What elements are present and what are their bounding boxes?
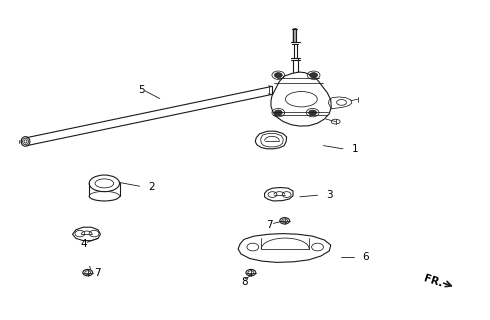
Text: 7: 7: [267, 220, 273, 230]
Text: 7: 7: [94, 268, 101, 278]
Text: 5: 5: [138, 84, 145, 95]
Text: 8: 8: [242, 277, 248, 287]
Circle shape: [274, 110, 282, 115]
Circle shape: [274, 73, 282, 78]
Circle shape: [310, 73, 318, 78]
Text: 6: 6: [363, 252, 369, 262]
Text: FR.: FR.: [422, 273, 444, 289]
Text: 2: 2: [148, 182, 155, 192]
Circle shape: [309, 110, 317, 115]
Text: 3: 3: [326, 190, 333, 200]
Text: 4: 4: [80, 239, 87, 249]
Text: 1: 1: [352, 144, 359, 154]
